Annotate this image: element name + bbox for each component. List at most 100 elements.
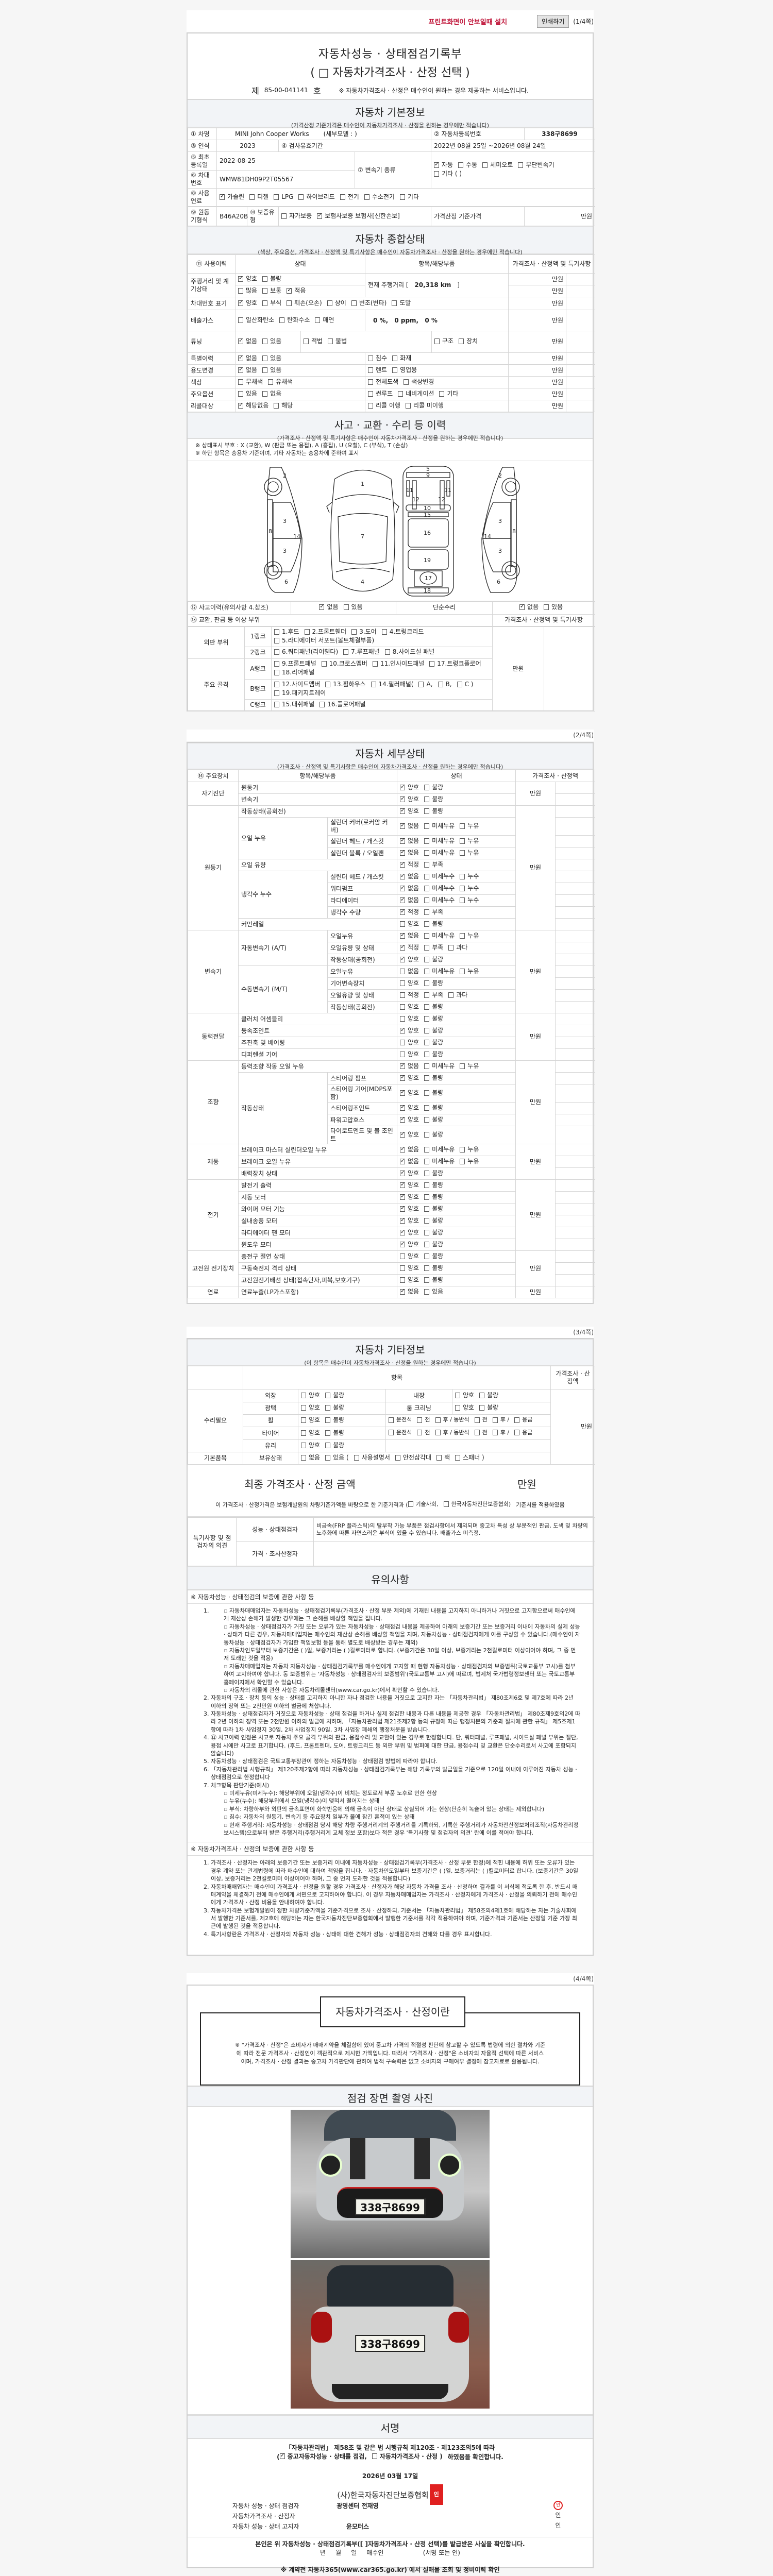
checked-checkbox-icon[interactable]: [400, 1205, 405, 1212]
unchecked-checkbox-icon[interactable]: [424, 1051, 430, 1057]
unchecked-checkbox-icon[interactable]: [424, 921, 430, 927]
unchecked-checkbox-icon[interactable]: [400, 1051, 406, 1057]
unchecked-checkbox-icon[interactable]: [424, 1116, 430, 1123]
unchecked-checkbox-icon[interactable]: [424, 796, 430, 802]
checkbox-option[interactable]: 안전삼각대: [395, 1454, 431, 1462]
checkbox-option[interactable]: 양호: [400, 1089, 419, 1097]
unchecked-checkbox-icon[interactable]: [424, 873, 430, 879]
unchecked-checkbox-icon[interactable]: [400, 968, 406, 974]
checkbox-option[interactable]: 불량: [424, 784, 443, 791]
unchecked-checkbox-icon[interactable]: [424, 980, 430, 986]
unchecked-checkbox-icon[interactable]: [371, 681, 376, 687]
unchecked-checkbox-icon[interactable]: [274, 661, 279, 667]
unchecked-checkbox-icon[interactable]: [436, 1455, 442, 1461]
checkbox-option[interactable]: 양호: [400, 1228, 419, 1236]
checkbox-option[interactable]: 해당: [274, 402, 293, 410]
unchecked-checkbox-icon[interactable]: [368, 402, 373, 409]
checked-checkbox-icon[interactable]: [238, 366, 243, 373]
unchecked-checkbox-icon[interactable]: [448, 992, 454, 998]
checked-checkbox-icon[interactable]: [400, 908, 405, 915]
checkbox-option[interactable]: 없음: [238, 337, 257, 345]
checkbox-option[interactable]: 불량: [424, 1116, 443, 1124]
unchecked-checkbox-icon[interactable]: [351, 629, 357, 635]
unchecked-checkbox-icon[interactable]: [262, 338, 268, 344]
checkbox-option[interactable]: 양호: [400, 795, 419, 803]
unchecked-checkbox-icon[interactable]: [424, 850, 430, 856]
checkbox-option[interactable]: 적정: [400, 860, 419, 869]
unchecked-checkbox-icon[interactable]: [417, 1430, 423, 1436]
unchecked-checkbox-icon[interactable]: [544, 604, 549, 611]
checkbox-option[interactable]: 양호: [400, 1181, 419, 1189]
unchecked-checkbox-icon[interactable]: [301, 1430, 306, 1436]
unchecked-checkbox-icon[interactable]: [434, 338, 440, 344]
checkbox-option[interactable]: 5.라디에이터 서포트(볼트체결부품): [274, 637, 374, 645]
unchecked-checkbox-icon[interactable]: [368, 355, 373, 361]
checkbox-option[interactable]: 잭: [436, 1454, 450, 1462]
unchecked-checkbox-icon[interactable]: [424, 909, 430, 915]
unchecked-checkbox-icon[interactable]: [400, 1277, 406, 1283]
checkbox-option[interactable]: 전: [417, 1416, 430, 1423]
checkbox-option[interactable]: 사용설명서: [354, 1454, 390, 1462]
checkbox-option[interactable]: 변조(변타): [351, 299, 386, 307]
unchecked-checkbox-icon[interactable]: [249, 194, 255, 200]
unchecked-checkbox-icon[interactable]: [321, 661, 327, 667]
checkbox-option[interactable]: 불량: [424, 979, 443, 987]
checkbox-option[interactable]: 양호: [238, 299, 257, 307]
checkbox-option[interactable]: 양호: [400, 955, 419, 963]
checkbox-option[interactable]: 13.휠하우스: [325, 681, 366, 688]
unchecked-checkbox-icon[interactable]: [434, 171, 439, 177]
unchecked-checkbox-icon[interactable]: [274, 670, 279, 676]
checkbox-option[interactable]: 렌트: [368, 366, 387, 374]
checked-checkbox-icon[interactable]: [400, 807, 405, 814]
checkbox-option[interactable]: 양호: [400, 1205, 419, 1213]
unchecked-checkbox-icon[interactable]: [460, 885, 465, 891]
checked-checkbox-icon[interactable]: [400, 1216, 405, 1224]
checkbox-option[interactable]: 미세누수: [424, 896, 455, 904]
unchecked-checkbox-icon[interactable]: [424, 1206, 430, 1212]
checkbox-option[interactable]: 매연: [315, 316, 334, 324]
checked-checkbox-icon[interactable]: [400, 1181, 405, 1188]
unchecked-checkbox-icon[interactable]: [458, 162, 464, 168]
unchecked-checkbox-icon[interactable]: [460, 838, 465, 844]
checkbox-option[interactable]: 양호: [400, 1115, 419, 1124]
unchecked-checkbox-icon[interactable]: [274, 402, 279, 409]
unchecked-checkbox-icon[interactable]: [238, 287, 243, 294]
checked-checkbox-icon[interactable]: [400, 931, 405, 939]
checkbox-option[interactable]: 없음: [400, 884, 419, 892]
unchecked-checkbox-icon[interactable]: [325, 1417, 331, 1423]
checkbox-option[interactable]: 불량: [424, 1074, 443, 1082]
unchecked-checkbox-icon[interactable]: [304, 338, 309, 344]
checkbox-option[interactable]: 11.인사이드패널: [372, 660, 424, 668]
checkbox-option[interactable]: 양호: [400, 920, 419, 928]
unchecked-checkbox-icon[interactable]: [474, 1430, 480, 1436]
checkbox-option[interactable]: 미세누유: [424, 968, 455, 975]
checkbox-option[interactable]: 부식: [262, 299, 281, 307]
checkbox-option[interactable]: 불법: [328, 337, 347, 345]
checkbox-option[interactable]: B,: [438, 681, 452, 688]
unchecked-checkbox-icon[interactable]: [474, 1417, 480, 1423]
checkbox-option[interactable]: 리콜 이행: [368, 402, 400, 410]
unchecked-checkbox-icon[interactable]: [381, 629, 387, 635]
unchecked-checkbox-icon[interactable]: [395, 1455, 400, 1461]
checkbox-option[interactable]: 양호: [400, 1193, 419, 1201]
checkbox-option[interactable]: 8.사이드실 패널: [384, 648, 434, 656]
checkbox-option[interactable]: 4.트렁크리드: [381, 628, 424, 636]
unchecked-checkbox-icon[interactable]: [238, 317, 243, 323]
checkbox-option[interactable]: 양호: [400, 1276, 419, 1284]
checkbox-option[interactable]: 무채색: [238, 378, 263, 386]
unchecked-checkbox-icon[interactable]: [417, 1417, 423, 1423]
unchecked-checkbox-icon[interactable]: [320, 702, 325, 708]
unchecked-checkbox-icon[interactable]: [274, 702, 279, 708]
unchecked-checkbox-icon[interactable]: [492, 1430, 498, 1436]
checkbox-option[interactable]: 누유: [460, 822, 479, 830]
unchecked-checkbox-icon[interactable]: [460, 1146, 465, 1153]
checkbox-option[interactable]: 없음: [238, 354, 257, 362]
unchecked-checkbox-icon[interactable]: [400, 1015, 406, 1022]
checkbox-option[interactable]: 양호: [400, 1169, 419, 1177]
checkbox-option[interactable]: 상이: [327, 299, 346, 307]
checkbox-option[interactable]: 양호: [400, 1039, 419, 1046]
unchecked-checkbox-icon[interactable]: [281, 213, 287, 219]
checkbox-option[interactable]: 양호: [400, 1264, 419, 1272]
checkbox-option[interactable]: 전기: [340, 193, 359, 201]
checkbox-option[interactable]: 한국자동차진단보증협회): [443, 1500, 511, 1508]
